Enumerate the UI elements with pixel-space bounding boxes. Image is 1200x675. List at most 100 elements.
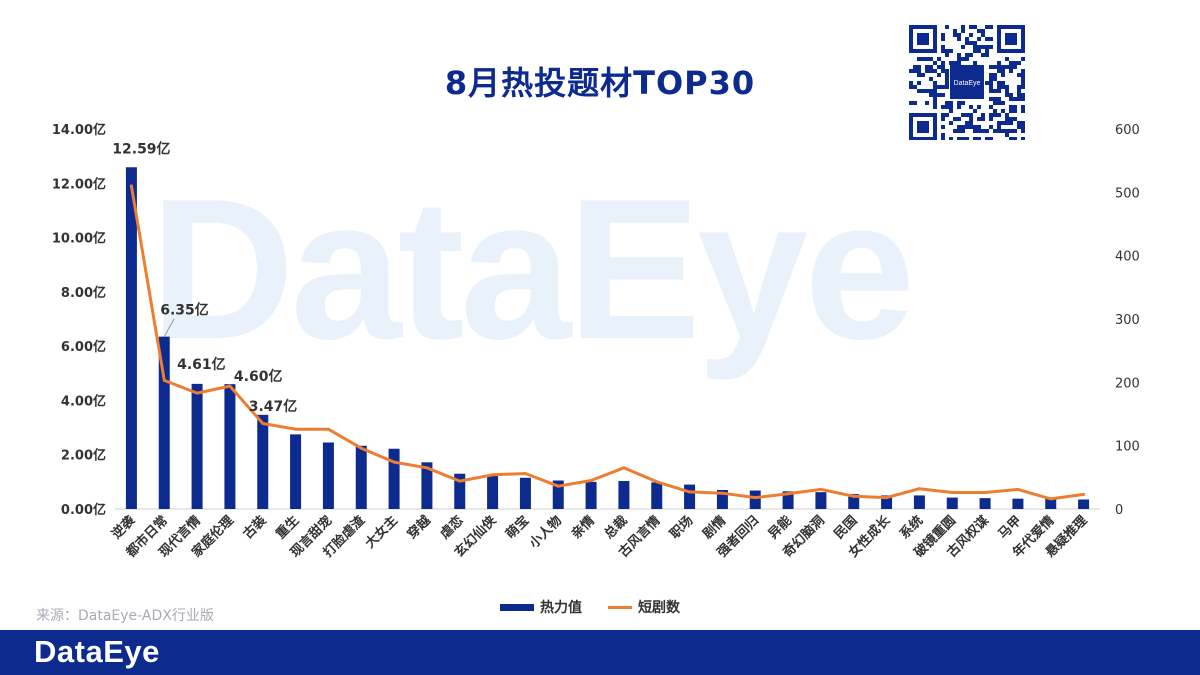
qr-module <box>941 49 945 53</box>
qr-module <box>973 25 977 29</box>
qr-module <box>965 125 969 129</box>
qr-module <box>1021 85 1025 89</box>
qr-module <box>929 69 933 73</box>
qr-module <box>977 37 981 41</box>
x-tick-label: 古装 <box>240 513 270 543</box>
qr-module <box>949 121 953 125</box>
qr-module <box>913 65 917 69</box>
qr-module <box>933 85 937 89</box>
qr-module <box>937 85 941 89</box>
qr-module <box>917 81 921 85</box>
qr-module <box>1009 93 1013 97</box>
qr-module <box>989 45 993 49</box>
qr-module <box>961 29 965 33</box>
qr-module <box>965 137 969 141</box>
bar <box>1045 498 1057 509</box>
qr-module <box>945 105 949 109</box>
bar <box>158 336 170 509</box>
qr-module <box>933 61 937 65</box>
qr-module <box>1005 121 1009 125</box>
y-right-tick-label: 300 <box>1115 313 1140 328</box>
y-right-tick-label: 400 <box>1115 250 1140 265</box>
qr-module <box>1021 69 1025 73</box>
qr-module <box>997 89 1001 93</box>
qr-module <box>977 45 981 49</box>
qr-module <box>981 33 985 37</box>
qr-module <box>981 129 985 133</box>
qr-module <box>989 85 993 89</box>
qr-module <box>957 61 961 65</box>
legend-swatch-line <box>608 605 632 609</box>
bar <box>125 167 137 509</box>
line-point <box>326 427 330 431</box>
qr-module <box>997 61 1001 65</box>
bar <box>1078 499 1090 509</box>
bar <box>552 480 564 509</box>
qr-module <box>1013 129 1017 133</box>
qr-module <box>1005 85 1009 89</box>
qr-module <box>1021 97 1025 101</box>
qr-module <box>973 109 977 113</box>
qr-module <box>909 101 913 105</box>
legend-item-heat: 热力值 <box>500 597 582 617</box>
qr-module <box>929 89 933 93</box>
qr-module <box>977 125 981 129</box>
qr-module <box>989 37 993 41</box>
x-tick-label: 小人物 <box>526 513 565 552</box>
qr-module <box>1021 81 1025 85</box>
qr-module <box>997 85 1001 89</box>
qr-module <box>1001 65 1005 69</box>
qr-module <box>973 61 977 65</box>
footer-logo: DataEye <box>34 634 160 669</box>
bar <box>749 490 761 509</box>
x-tick-label: 异能 <box>765 513 795 543</box>
qr-module <box>989 89 993 93</box>
qr-module <box>941 33 945 37</box>
qr-module <box>917 89 921 93</box>
source-note: 来源：DataEye-ADX行业版 <box>36 608 214 624</box>
qr-module <box>977 117 981 121</box>
qr-module <box>933 105 937 109</box>
x-tick-label: 穿越 <box>404 512 434 542</box>
qr-code: DataEye <box>908 25 1026 141</box>
qr-module <box>1021 73 1025 77</box>
qr-module <box>985 49 989 53</box>
x-tick-label: 总裁 <box>601 513 631 543</box>
qr-module <box>941 69 945 73</box>
line-point <box>688 490 692 494</box>
qr-module <box>997 121 1001 125</box>
qr-module <box>1021 77 1025 81</box>
x-tick-label: 职场 <box>667 513 696 542</box>
qr-module <box>965 37 969 41</box>
qr-module <box>913 85 917 89</box>
qr-module <box>937 93 941 97</box>
bar <box>355 445 367 509</box>
qr-module <box>953 117 957 121</box>
qr-module <box>1021 105 1025 109</box>
qr-module <box>925 57 929 61</box>
y-right-tick-label: 0 <box>1115 503 1123 518</box>
data-label: 4.61亿 <box>177 356 226 373</box>
qr-module <box>965 113 969 117</box>
line-point <box>392 460 396 464</box>
qr-module <box>921 89 925 93</box>
qr-module <box>917 69 921 73</box>
qr-module <box>1009 109 1013 113</box>
y-left-tick-label: 2.00亿 <box>61 448 106 464</box>
y-left-tick-label: 12.00亿 <box>52 176 106 192</box>
line-point <box>425 466 429 470</box>
qr-module <box>949 61 953 65</box>
qr-module <box>1001 129 1005 133</box>
qr-module <box>941 113 945 117</box>
qr-finder <box>1005 33 1017 45</box>
qr-module <box>945 85 949 89</box>
qr-module <box>941 93 945 97</box>
qr-module <box>973 45 977 49</box>
qr-module <box>913 69 917 73</box>
qr-module <box>989 81 993 85</box>
line-point <box>523 472 527 476</box>
qr-module <box>941 61 945 65</box>
qr-module <box>1005 57 1009 61</box>
line-point <box>556 484 560 488</box>
